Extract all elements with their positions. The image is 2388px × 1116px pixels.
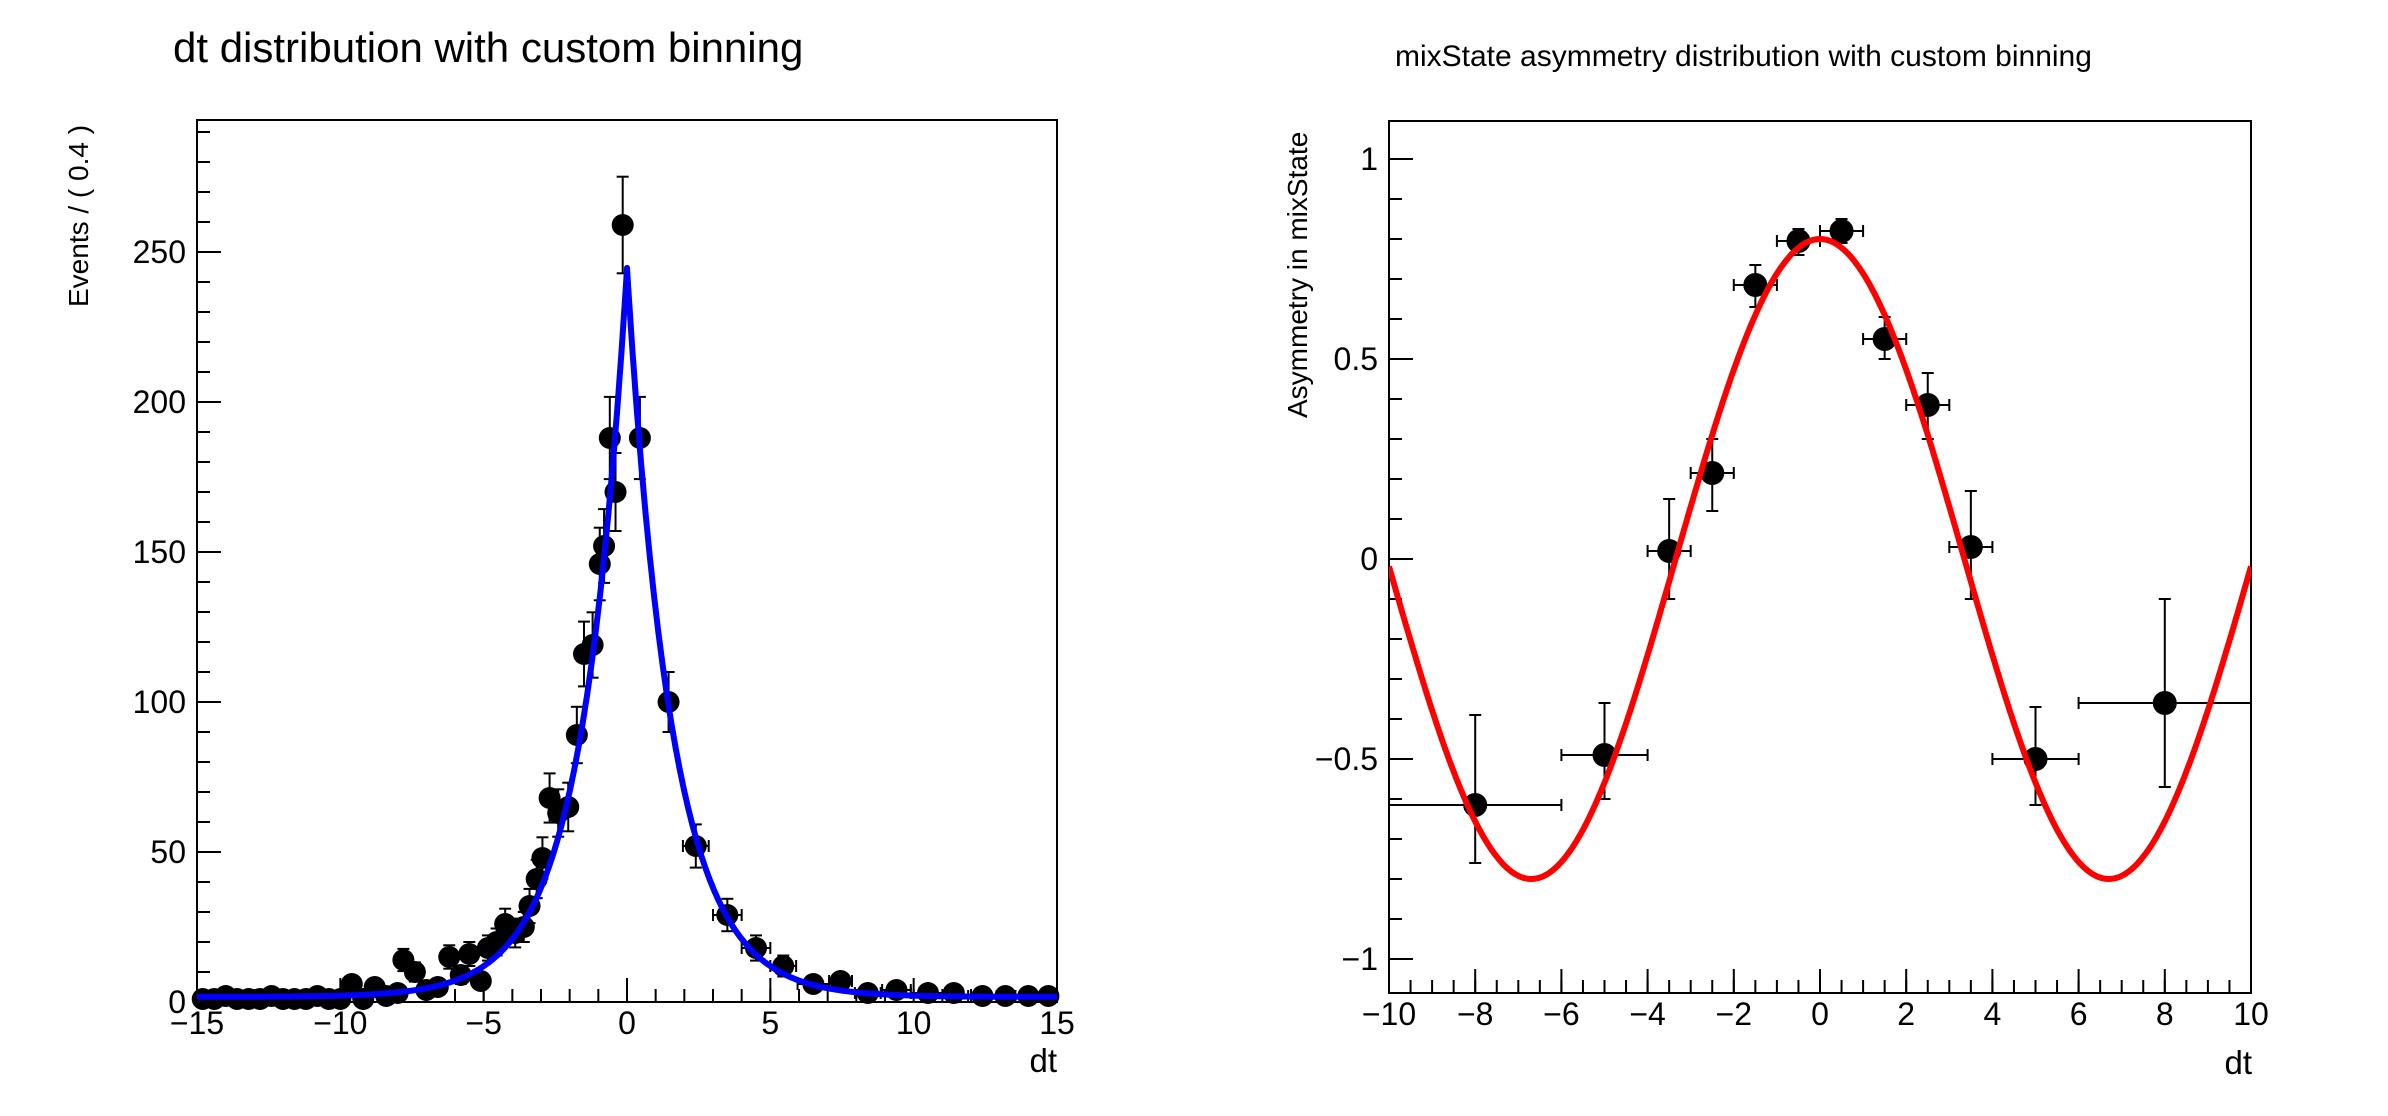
x-tick-label: −15 (170, 1005, 224, 1041)
x-tick-label: −2 (1716, 996, 1752, 1032)
x-tick-label: −8 (1457, 996, 1493, 1032)
right-x-axis-title: dt (2224, 1044, 2252, 1081)
x-tick-label: 10 (896, 1005, 932, 1041)
y-tick-label: 150 (133, 534, 186, 570)
y-tick-label: 200 (133, 384, 186, 420)
data-marker (942, 982, 965, 1004)
data-marker (340, 973, 363, 995)
x-tick-label: 10 (2233, 996, 2269, 1032)
decay-fit-curve (197, 264, 1057, 1000)
x-tick-label: −4 (1629, 996, 1665, 1032)
y-tick-label: 250 (133, 234, 186, 270)
y-tick-label: 0.5 (1334, 341, 1378, 377)
data-marker (438, 946, 461, 968)
data-marker (1829, 219, 1854, 243)
y-tick-label: 0 (1360, 541, 1378, 577)
plot-frame (1388, 120, 2252, 994)
data-point (340, 973, 363, 995)
x-tick-label: 5 (761, 1005, 779, 1041)
x-tick-label: 4 (1984, 996, 2002, 1032)
data-point (1388, 714, 1563, 864)
x-tick-label: −6 (1543, 996, 1579, 1032)
data-point (403, 961, 426, 983)
data-point (1819, 218, 1865, 244)
x-tick-label: −10 (1362, 996, 1416, 1032)
y-tick-label: −0.5 (1315, 741, 1378, 777)
plot-frame (196, 119, 1058, 1003)
y-tick-label: 0 (168, 984, 186, 1020)
data-marker (611, 214, 634, 236)
data-point (611, 175, 634, 275)
data-point (1689, 438, 1735, 512)
x-tick-label: 0 (1811, 996, 1829, 1032)
data-point (942, 982, 965, 1004)
x-tick-label: −5 (465, 1005, 501, 1041)
data-point (438, 944, 461, 970)
data-point (458, 941, 481, 967)
y-tick-label: 50 (150, 834, 186, 870)
asymmetry-fit-curve (1389, 236, 2251, 882)
x-tick-label: 2 (1897, 996, 1915, 1032)
data-marker (1700, 461, 1725, 485)
data-marker (469, 970, 492, 992)
data-marker (403, 961, 426, 983)
left-x-axis-title: dt (1029, 1042, 1057, 1079)
y-tick-label: 100 (133, 684, 186, 720)
right-y-axis-title: Asymmetry in mixState (1282, 132, 1313, 418)
left-y-axis-title: Events / ( 0.4 ) (63, 125, 94, 307)
x-tick-label: 8 (2156, 996, 2174, 1032)
y-tick-label: −1 (1342, 941, 1378, 977)
x-tick-label: −10 (313, 1005, 367, 1041)
data-marker (458, 943, 481, 965)
x-tick-label: 15 (1039, 1005, 1075, 1041)
y-tick-label: 1 (1360, 141, 1378, 177)
x-tick-label: 0 (618, 1005, 636, 1041)
right-plot-pad: −10 −8 −6 −4 −2 0 2 4 6 8 10 −1 −0.5 0 0.5 1 (1315, 120, 2269, 1032)
right-plot-title: mixState asymmetry distribution with cus… (1395, 40, 2092, 73)
x-tick-label: 6 (2070, 996, 2088, 1032)
data-marker (2152, 691, 2177, 715)
data-point (2077, 598, 2252, 788)
left-plot-title: dt distribution with custom binning (173, 24, 803, 71)
data-marker (1743, 273, 1768, 297)
data-point (469, 970, 492, 992)
